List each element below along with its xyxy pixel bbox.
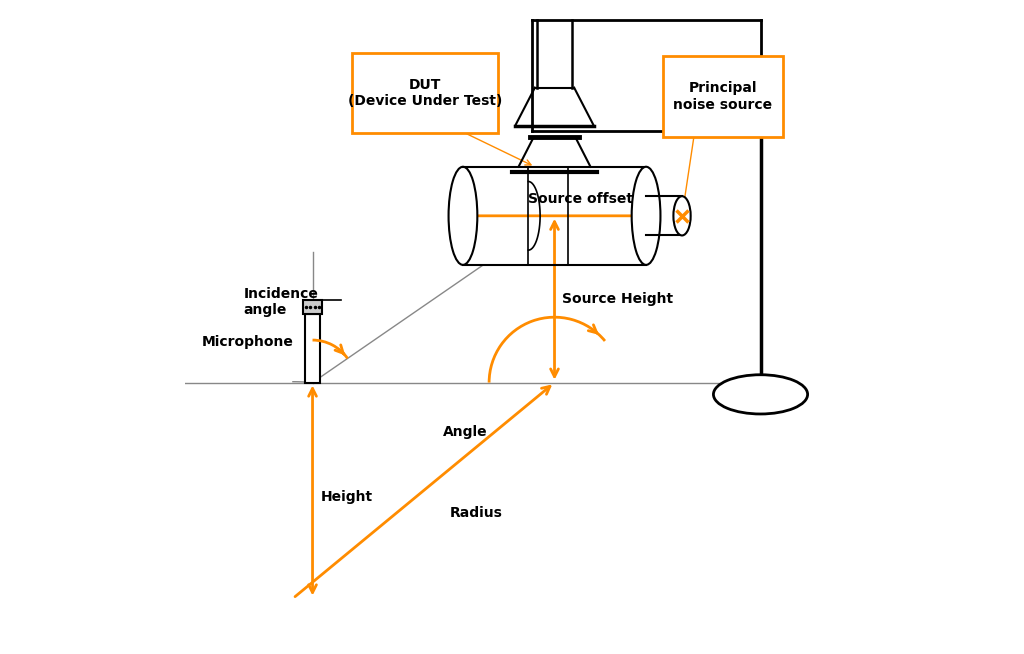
Ellipse shape [632, 167, 660, 265]
Ellipse shape [674, 196, 690, 235]
FancyBboxPatch shape [352, 53, 499, 133]
FancyBboxPatch shape [664, 56, 782, 137]
Text: Source offset: Source offset [528, 192, 634, 206]
Text: Incidence
angle: Incidence angle [244, 287, 318, 317]
Bar [646, 196, 682, 235]
Text: Height: Height [321, 490, 373, 504]
Text: Source Height: Source Height [562, 292, 674, 306]
Text: Principal
noise source: Principal noise source [674, 81, 772, 112]
Text: DUT
(Device Under Test): DUT (Device Under Test) [348, 78, 503, 109]
Text: Microphone: Microphone [202, 335, 293, 349]
Ellipse shape [714, 375, 808, 414]
Text: Angle: Angle [443, 425, 488, 439]
Bar [303, 300, 322, 314]
Bar [463, 167, 646, 265]
Bar [305, 314, 319, 383]
Text: Radius: Radius [450, 506, 503, 521]
Ellipse shape [449, 167, 477, 265]
